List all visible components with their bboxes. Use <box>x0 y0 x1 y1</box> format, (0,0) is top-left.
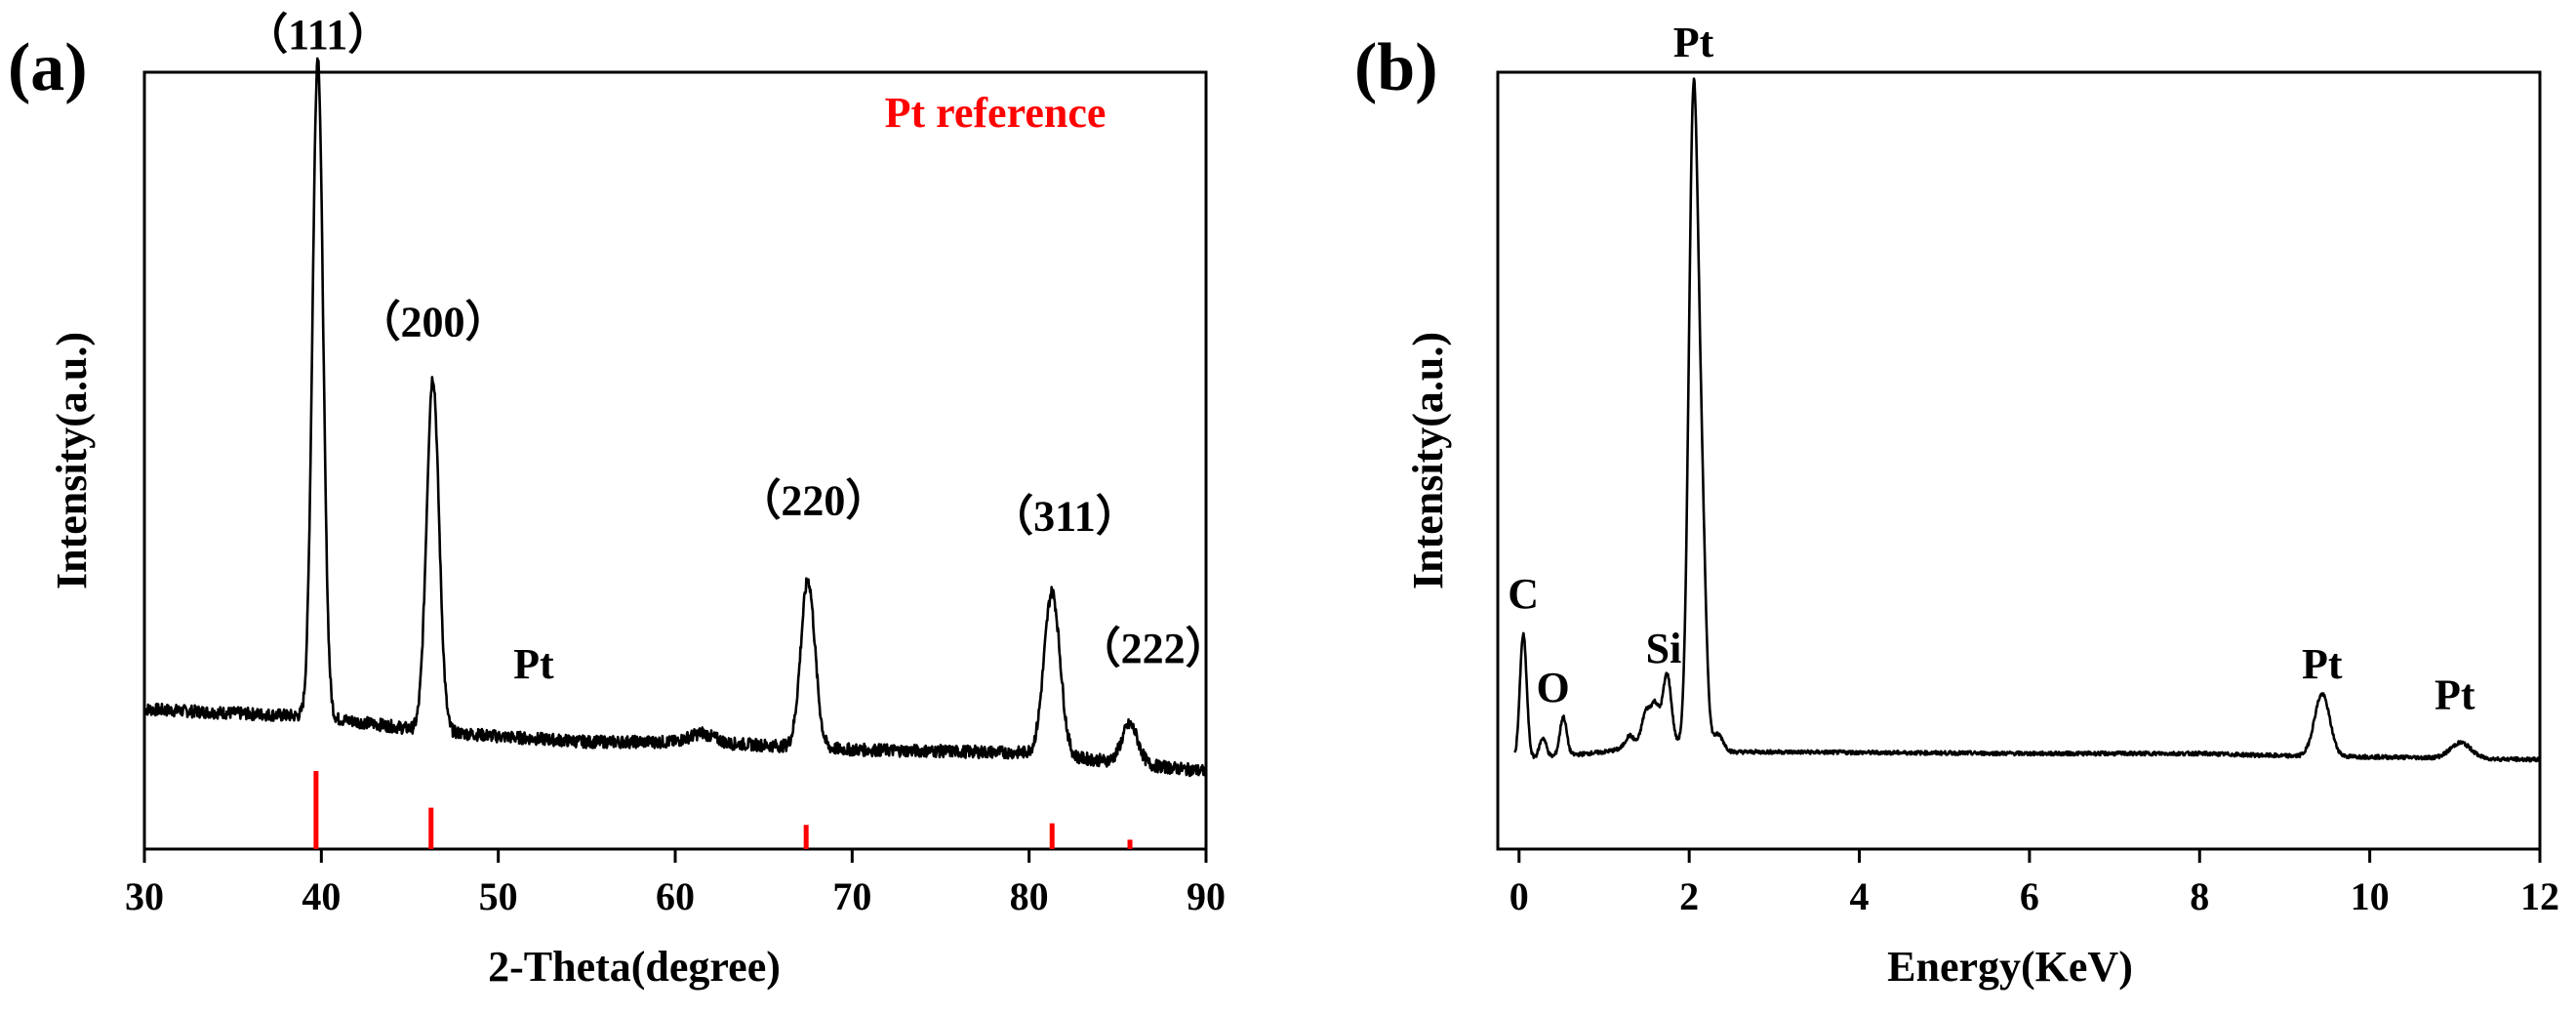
peak-annotation: C <box>1508 570 1539 618</box>
x-tick-label: 80 <box>1010 874 1049 918</box>
x-tick-label: 70 <box>832 874 871 918</box>
x-tick-label: 10 <box>2351 874 2390 918</box>
peak-annotation: （222） <box>1078 625 1228 672</box>
panel-a-xrd-line <box>142 57 1208 778</box>
x-tick-label: 60 <box>656 874 695 918</box>
panel-a-frame <box>142 70 1208 851</box>
panel-b-frame <box>1496 70 2542 851</box>
panel-a: (a) 30 40 50 60 70 80 90 （111）（200）（220） （311）（… <box>8 11 1228 991</box>
panel-a-x-label: 2-Theta(degree) <box>488 943 781 991</box>
panel-b-label: (b) <box>1354 30 1438 105</box>
x-tick-label: 50 <box>479 874 518 918</box>
panel-a-legend-reference: Pt reference <box>885 89 1107 137</box>
x-tick-label: 6 <box>2020 874 2039 918</box>
x-tick-label: 8 <box>2190 874 2209 918</box>
x-tick-label: 12 <box>2520 874 2559 918</box>
panel-a-label: (a) <box>8 30 88 105</box>
x-tick-label: 30 <box>125 874 164 918</box>
peak-annotation: Si <box>1646 625 1682 672</box>
x-tick-label: 0 <box>1509 874 1529 918</box>
peak-annotation: Pt <box>1673 19 1714 66</box>
peak-annotation: Pt <box>513 640 554 688</box>
x-tick-label: 90 <box>1187 874 1226 918</box>
peak-annotation: （111） <box>245 11 390 59</box>
panel-b: (b) 0 2 4 6 8 10 12 Pt CO Si Pt Pt Energy(KeV) Int… <box>1354 19 2559 991</box>
peak-annotation: Pt <box>2302 640 2343 688</box>
peak-annotation: （311） <box>990 493 1139 541</box>
x-tick-label: 40 <box>302 874 341 918</box>
peak-annotation: O <box>1537 664 1570 711</box>
panel-b-eds-line <box>1513 77 2542 763</box>
panel-a-annotations: （111） （200） （220） （311） （222） Pt <box>245 11 1228 688</box>
panel-a-x-axis: 30 40 50 60 70 80 90 <box>125 849 1226 918</box>
panel-b-y-label: Intensity(a.u.) <box>1404 332 1452 589</box>
x-tick-label: 4 <box>1850 874 1870 918</box>
peak-annotation: Pt <box>2435 671 2475 719</box>
peak-annotation: （200） <box>358 299 508 346</box>
panel-a-reference-lines <box>313 771 1133 849</box>
panel-b-annotations: Pt CO Si Pt Pt <box>1508 19 2475 719</box>
panel-a-y-label: Intensity(a.u.) <box>48 332 96 589</box>
panel-b-x-axis: 0 2 4 6 8 10 12 <box>1509 849 2559 918</box>
panel-b-x-label: Energy(KeV) <box>1887 943 2133 991</box>
peak-annotation: （220） <box>738 477 888 525</box>
x-tick-label: 2 <box>1679 874 1699 918</box>
